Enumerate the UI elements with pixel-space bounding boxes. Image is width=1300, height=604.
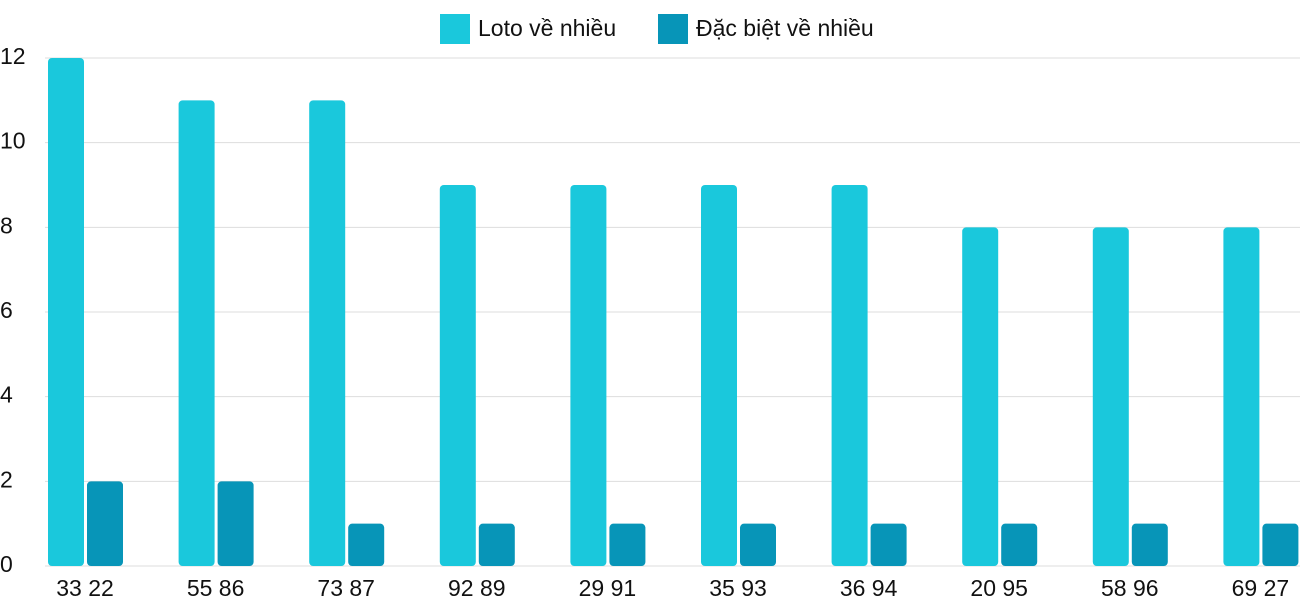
bar (1092, 227, 1129, 567)
bar (87, 481, 123, 566)
y-tick-label: 10 (0, 128, 26, 154)
legend-label: Đặc biệt về nhiều (696, 15, 874, 41)
x-tick-label: 69 27 (1232, 575, 1290, 600)
bar (1001, 523, 1038, 566)
x-tick-label: 73 87 (317, 575, 375, 600)
bar (831, 185, 868, 566)
bar (348, 523, 385, 566)
x-tick-label: 58 96 (1101, 575, 1159, 600)
x-tick-label: 55 86 (187, 575, 245, 600)
bar (1131, 523, 1168, 566)
legend-swatch (658, 14, 688, 44)
bar (609, 523, 646, 566)
bar (439, 185, 476, 566)
y-tick-label: 6 (0, 297, 13, 323)
y-tick-label: 8 (0, 212, 13, 238)
bar (701, 185, 737, 566)
x-tick-label: 35 93 (709, 575, 767, 600)
y-tick-label: 2 (0, 466, 13, 492)
bar (178, 100, 215, 566)
bar (478, 523, 515, 566)
legend-swatch (440, 14, 470, 44)
y-tick-label: 12 (0, 43, 26, 69)
bar (570, 185, 607, 566)
bar (48, 58, 84, 566)
bar (870, 523, 907, 566)
x-tick-label: 33 22 (56, 575, 114, 600)
x-tick-label: 92 89 (448, 575, 506, 600)
bar (740, 523, 776, 566)
bar (962, 227, 999, 567)
x-tick-label: 36 94 (840, 575, 898, 600)
y-tick-label: 0 (0, 551, 13, 577)
x-tick-label: 20 95 (970, 575, 1028, 600)
bar (1262, 523, 1299, 566)
x-tick-label: 29 91 (579, 575, 637, 600)
y-tick-label: 4 (0, 382, 13, 408)
bar (309, 100, 346, 566)
bar (1223, 227, 1260, 567)
bar (217, 481, 254, 566)
legend-label: Loto về nhiều (478, 15, 616, 41)
